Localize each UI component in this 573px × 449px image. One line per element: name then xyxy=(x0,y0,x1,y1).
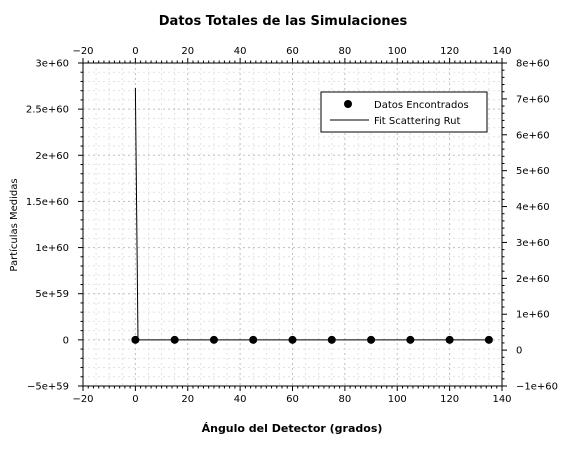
x-tick-label-top: 80 xyxy=(339,46,352,57)
y-tick-label-left: 5e+59 xyxy=(35,289,69,300)
y-tick-label-left: 0 xyxy=(63,335,69,346)
y-tick-label-right: 4e+60 xyxy=(516,202,550,213)
legend-label-datos: Datos Encontrados xyxy=(374,100,469,111)
y-tick-label-right: 6e+60 xyxy=(516,130,550,141)
x-tick-label-bottom: 120 xyxy=(440,394,459,405)
data-point xyxy=(406,335,415,344)
y-tick-label-left: 2e+60 xyxy=(35,151,69,162)
axes-ticks: −20 −20 0 0 20 20 40 40 60 60 80 80 100 100 120 120 140 1… xyxy=(26,46,558,405)
x-tick-label-top: 0 xyxy=(132,46,138,57)
y-tick-label-right: 7e+60 xyxy=(516,94,550,105)
y-tick-label-right: 8e+60 xyxy=(516,59,550,70)
x-tick-label-bottom: 40 xyxy=(234,394,247,405)
x-tick-label-bottom: 0 xyxy=(132,394,138,405)
data-point xyxy=(445,335,454,344)
x-tick-label-top: 60 xyxy=(286,46,299,57)
y-tick-label-right: 3e+60 xyxy=(516,238,550,249)
y-tick-label-right: −1e+60 xyxy=(516,382,558,393)
y-axis-label: Partículas Medidas xyxy=(8,178,20,271)
legend-marker-datos xyxy=(344,100,352,108)
data-point xyxy=(249,335,258,344)
x-tick-label-bottom: −20 xyxy=(72,394,93,405)
y-tick-label-left: 3e+60 xyxy=(35,59,69,70)
x-axis-label: Ángulo del Detector (grados) xyxy=(202,422,383,435)
legend: Datos Encontrados Fit Scattering Rut xyxy=(320,91,488,133)
legend-label-fit: Fit Scattering Rut xyxy=(374,116,460,127)
legend-box xyxy=(320,91,488,133)
series-layer xyxy=(131,87,493,344)
x-tick-label-top: 20 xyxy=(181,46,194,57)
chart-title: Datos Totales de las Simulaciones xyxy=(159,14,408,29)
y-tick-label-right: 1e+60 xyxy=(516,310,550,321)
y-tick-label-left: 1e+60 xyxy=(35,243,69,254)
x-tick-label-top: 120 xyxy=(440,46,459,57)
grid xyxy=(82,62,503,387)
data-point xyxy=(288,335,297,344)
x-tick-label-top: 40 xyxy=(234,46,247,57)
data-point xyxy=(209,335,218,344)
x-tick-label-bottom: 100 xyxy=(388,394,407,405)
x-tick-label-bottom: 60 xyxy=(286,394,299,405)
y-tick-label-right: 5e+60 xyxy=(516,166,550,177)
y-tick-label-left: −5e+59 xyxy=(27,382,69,393)
data-point xyxy=(367,335,376,344)
x-tick-label-top: 140 xyxy=(492,46,511,57)
y-tick-label-left: 1.5e+60 xyxy=(26,197,69,208)
y-tick-label-right: 2e+60 xyxy=(516,274,550,285)
y-tick-label-left: 2.5e+60 xyxy=(26,105,69,116)
x-tick-label-bottom: 20 xyxy=(181,394,194,405)
x-tick-label-bottom: 140 xyxy=(492,394,511,405)
data-point xyxy=(484,335,493,344)
data-point xyxy=(170,335,179,344)
x-tick-label-top: −20 xyxy=(72,46,93,57)
x-tick-label-bottom: 80 xyxy=(339,394,352,405)
data-point xyxy=(131,335,140,344)
y-tick-label-right: 0 xyxy=(516,346,522,357)
data-point xyxy=(327,335,336,344)
x-tick-label-top: 100 xyxy=(388,46,407,57)
